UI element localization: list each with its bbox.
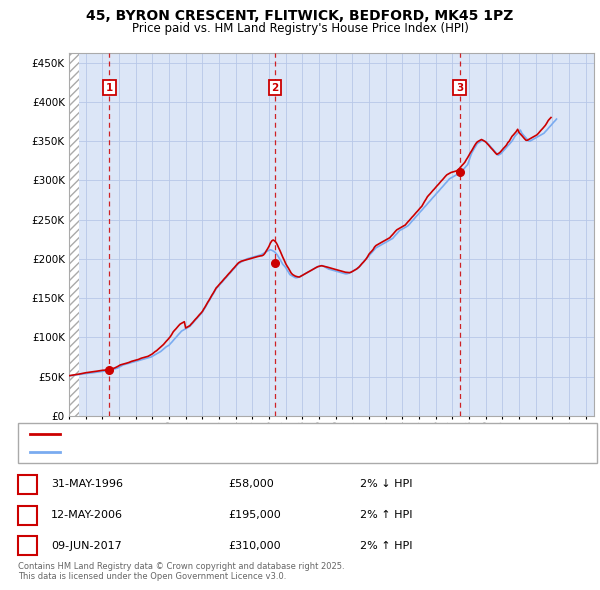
Text: HPI: Average price, semi-detached house, Central Bedfordshire: HPI: Average price, semi-detached house,… bbox=[66, 447, 374, 457]
Text: 1: 1 bbox=[24, 480, 31, 489]
Text: Price paid vs. HM Land Registry's House Price Index (HPI): Price paid vs. HM Land Registry's House … bbox=[131, 22, 469, 35]
Text: 2: 2 bbox=[24, 510, 31, 520]
Text: 45, BYRON CRESCENT, FLITWICK, BEDFORD, MK45 1PZ: 45, BYRON CRESCENT, FLITWICK, BEDFORD, M… bbox=[86, 9, 514, 23]
Text: Contains HM Land Registry data © Crown copyright and database right 2025.
This d: Contains HM Land Registry data © Crown c… bbox=[18, 562, 344, 581]
Text: 12-MAY-2006: 12-MAY-2006 bbox=[51, 510, 123, 520]
Text: 09-JUN-2017: 09-JUN-2017 bbox=[51, 541, 122, 550]
Text: 2% ↑ HPI: 2% ↑ HPI bbox=[360, 541, 413, 550]
Text: 45, BYRON CRESCENT, FLITWICK, BEDFORD, MK45 1PZ (semi-detached house): 45, BYRON CRESCENT, FLITWICK, BEDFORD, M… bbox=[66, 430, 451, 440]
Text: £195,000: £195,000 bbox=[228, 510, 281, 520]
Text: 31-MAY-1996: 31-MAY-1996 bbox=[51, 480, 123, 489]
Bar bbox=[69, 53, 79, 416]
Text: 3: 3 bbox=[24, 541, 31, 550]
Text: 2: 2 bbox=[272, 83, 279, 93]
Text: £58,000: £58,000 bbox=[228, 480, 274, 489]
Text: 2% ↑ HPI: 2% ↑ HPI bbox=[360, 510, 413, 520]
Text: £310,000: £310,000 bbox=[228, 541, 281, 550]
Text: 3: 3 bbox=[456, 83, 463, 93]
Text: 1: 1 bbox=[106, 83, 113, 93]
Text: 2% ↓ HPI: 2% ↓ HPI bbox=[360, 480, 413, 489]
